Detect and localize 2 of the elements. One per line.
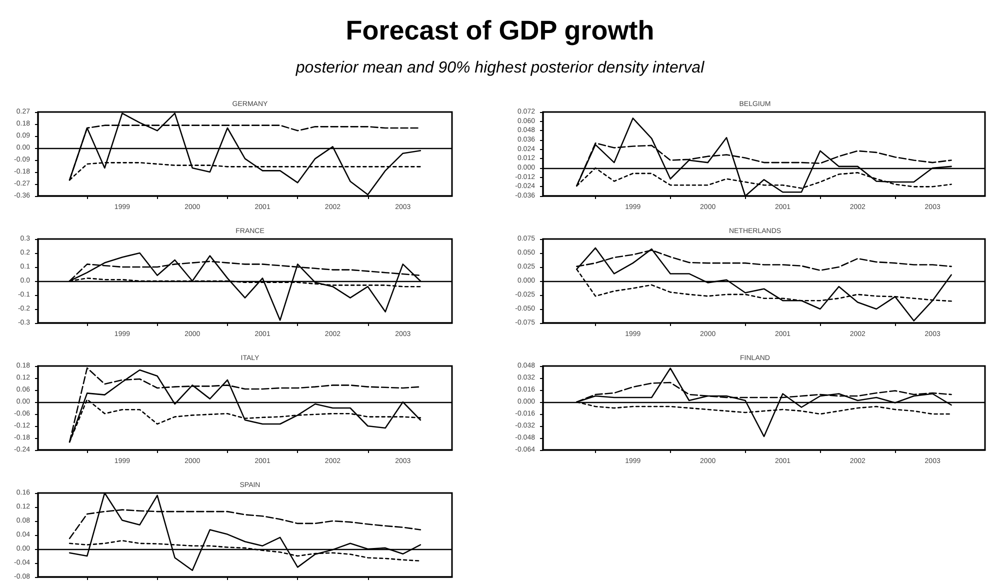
text: Forecast of GDP growth [346,16,654,46]
text: posterior mean and 90% highest posterior density interval [294,60,705,76]
